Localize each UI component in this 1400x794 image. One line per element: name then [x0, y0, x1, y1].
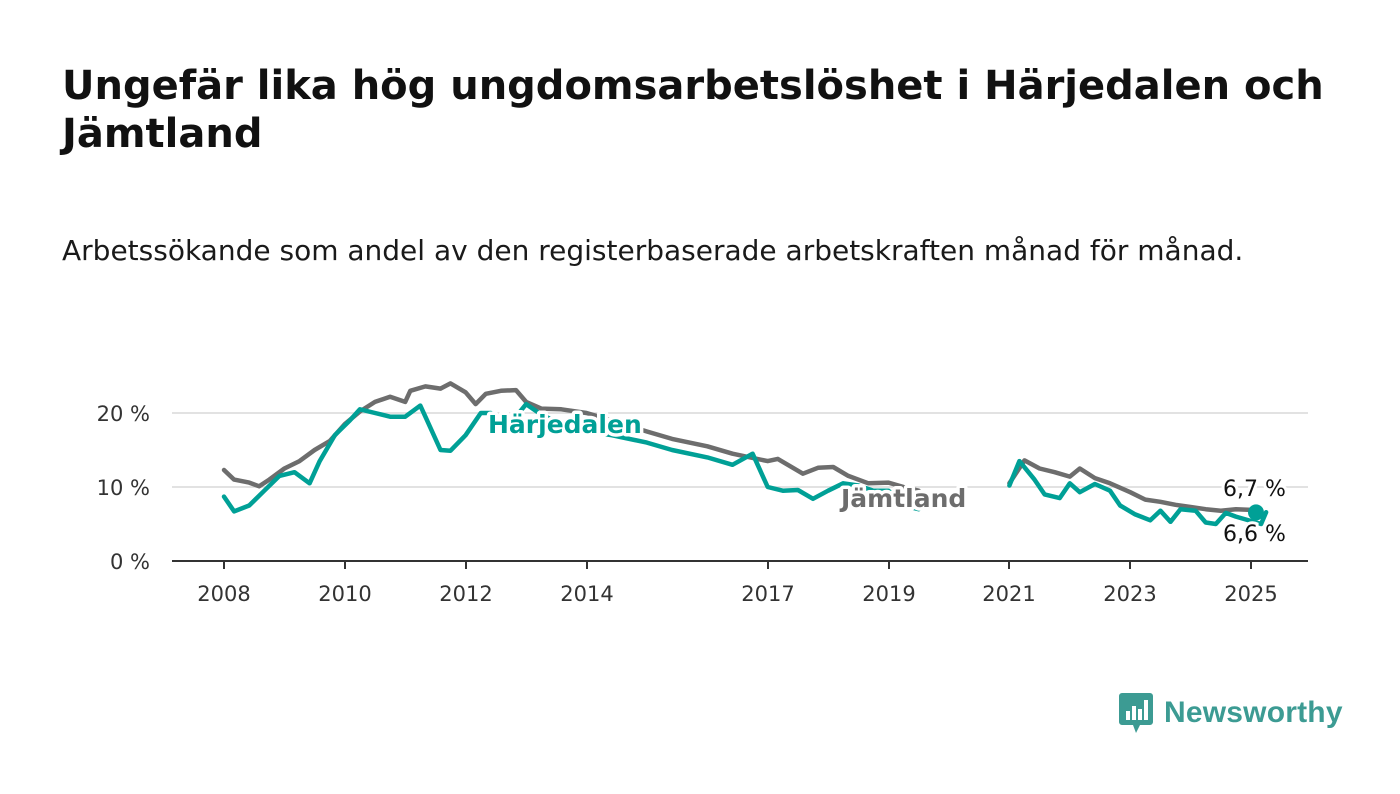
x-tick-label: 2023	[1103, 582, 1156, 606]
chart-subtitle: Arbetssökande som andel av den registerb…	[62, 234, 1244, 267]
series-line-jamtland	[1007, 458, 1264, 514]
x-axis: 2008 2010 2012 2014 2017 2019 2021 2023 2025	[172, 560, 1308, 606]
newsworthy-logo-icon	[1119, 693, 1153, 733]
series-label-harjedalen: Härjedalen	[488, 410, 642, 439]
y-tick-label: 10 %	[97, 476, 150, 500]
x-tick-label: 2021	[982, 582, 1035, 606]
series-labels: Härjedalen Jämtland 6,7 % 6,6 %	[485, 407, 1289, 551]
x-tick-label: 2019	[862, 582, 915, 606]
series-line-harjedalen	[1007, 458, 1269, 527]
series-label-jamtland: Jämtland	[839, 484, 966, 513]
chart-title: Ungefär lika hög ungdomsarbetslöshet i H…	[62, 63, 1324, 157]
y-tick-label: 20 %	[97, 402, 150, 426]
end-value-label-harjedalen: 6,6 %	[1223, 522, 1286, 547]
series-line-jamtland	[221, 381, 921, 493]
x-tick-label: 2010	[318, 582, 371, 606]
x-tick-label: 2017	[741, 582, 794, 606]
end-value-label-jamtland: 6,7 %	[1223, 477, 1286, 502]
newsworthy-logo: Newsworthy	[1118, 690, 1343, 736]
series-line-harjedalen	[221, 401, 921, 514]
x-tick-label: 2025	[1224, 582, 1277, 606]
series-lines	[221, 381, 1269, 527]
x-tick-label: 2014	[560, 582, 613, 606]
grid-lines: 0 % 10 % 20 %	[97, 402, 1308, 574]
x-tick-label: 2012	[439, 582, 492, 606]
brand-name: Newsworthy	[1164, 696, 1343, 729]
x-tick-label: 2008	[197, 582, 250, 606]
y-tick-label: 0 %	[110, 550, 150, 574]
end-marker	[1248, 504, 1264, 521]
